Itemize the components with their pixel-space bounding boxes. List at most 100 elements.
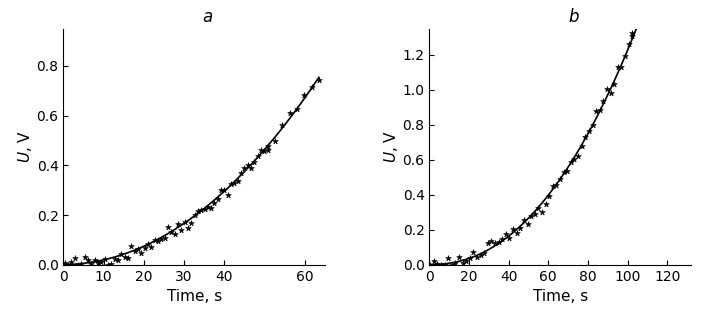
Point <box>249 160 260 165</box>
Point <box>605 90 616 95</box>
Point <box>112 257 123 263</box>
Point <box>122 256 133 261</box>
Point <box>66 259 77 264</box>
Point <box>252 153 264 159</box>
Point <box>96 260 107 265</box>
Point <box>192 208 204 213</box>
Point <box>453 255 465 260</box>
Point <box>576 144 587 149</box>
Point <box>493 240 504 245</box>
Point <box>525 213 537 218</box>
Point <box>424 262 436 267</box>
Point <box>583 128 594 133</box>
X-axis label: Time, s: Time, s <box>166 289 222 304</box>
Point <box>226 181 237 186</box>
Point <box>475 253 486 258</box>
Point <box>255 147 266 152</box>
Point <box>515 226 526 231</box>
Point <box>504 236 515 241</box>
Point <box>551 182 562 187</box>
Point <box>601 87 613 92</box>
Point <box>428 259 439 264</box>
Point <box>219 187 230 192</box>
Point <box>435 262 446 267</box>
Point <box>82 257 94 263</box>
Point <box>439 262 450 267</box>
Point <box>75 262 87 267</box>
Point <box>457 261 468 266</box>
Point <box>239 165 250 170</box>
Point <box>615 65 627 70</box>
Point <box>572 154 584 159</box>
Point <box>450 261 461 266</box>
Point <box>59 260 70 265</box>
Point <box>62 262 73 267</box>
Point <box>540 202 551 207</box>
Point <box>313 77 324 82</box>
Point <box>508 226 519 231</box>
Point <box>149 237 160 242</box>
Point <box>544 194 555 199</box>
Point <box>537 209 548 214</box>
Point <box>189 212 200 218</box>
Point <box>176 227 187 232</box>
Point <box>216 188 227 193</box>
Point <box>102 262 114 267</box>
Point <box>482 241 493 246</box>
Point <box>431 261 443 266</box>
Point <box>443 256 454 261</box>
Point <box>627 33 638 39</box>
Point <box>245 165 257 170</box>
Point <box>235 170 247 175</box>
Point <box>125 243 137 249</box>
Point <box>259 149 270 154</box>
Point <box>547 184 558 189</box>
Point <box>522 221 533 226</box>
Point <box>501 231 512 236</box>
Point <box>202 204 214 209</box>
Point <box>518 217 529 222</box>
Point <box>85 262 97 267</box>
Point <box>641 0 652 1</box>
Point <box>109 256 121 262</box>
Point <box>306 84 317 89</box>
Point <box>129 249 140 254</box>
Y-axis label: $U$, V: $U$, V <box>16 130 34 163</box>
Point <box>116 251 127 256</box>
Point <box>89 257 100 262</box>
Point <box>179 220 190 225</box>
Point <box>496 236 508 241</box>
Point <box>489 240 501 245</box>
Point <box>156 236 167 241</box>
Point <box>139 245 150 250</box>
Y-axis label: $U$, V: $U$, V <box>382 130 400 163</box>
Point <box>533 205 544 211</box>
Text: b: b <box>568 8 579 26</box>
Point <box>166 229 177 234</box>
Point <box>627 31 638 36</box>
Point <box>511 231 522 236</box>
Point <box>159 235 170 241</box>
Point <box>99 256 110 261</box>
Text: a: a <box>202 8 212 26</box>
Point <box>569 157 580 162</box>
Point <box>262 144 274 149</box>
Point <box>299 92 310 97</box>
Point <box>79 255 90 260</box>
Point <box>182 226 193 231</box>
Point <box>152 239 164 244</box>
Point <box>558 169 570 174</box>
Point <box>135 250 147 255</box>
Point <box>284 111 295 116</box>
Point <box>195 208 207 213</box>
Point <box>209 200 220 205</box>
X-axis label: Time, s: Time, s <box>532 289 588 304</box>
Point <box>212 196 223 201</box>
Point <box>554 177 565 182</box>
Point <box>269 139 281 144</box>
Point <box>133 246 144 251</box>
Point <box>291 107 302 112</box>
Point <box>594 107 606 112</box>
Point <box>169 231 180 236</box>
Point <box>446 262 458 267</box>
